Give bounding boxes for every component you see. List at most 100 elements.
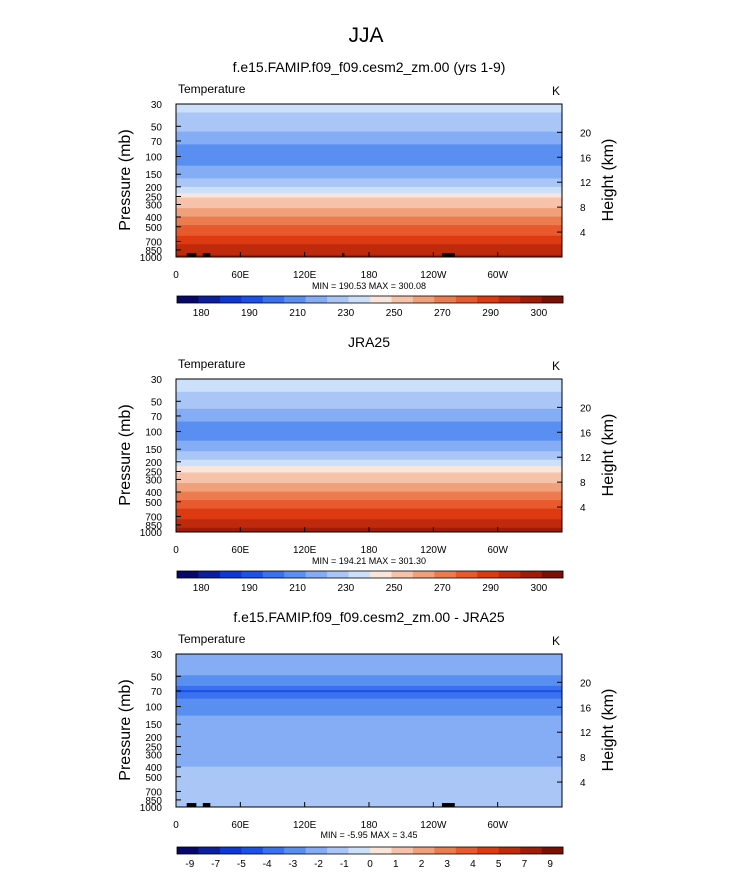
height-tick-label: 12	[580, 728, 592, 739]
height-tick-label: 16	[580, 153, 592, 164]
field-band	[176, 246, 562, 250]
field-band	[176, 730, 562, 734]
field-band	[176, 112, 562, 116]
panel-1-title: JRA25	[348, 334, 390, 350]
field-band	[176, 442, 562, 446]
colorbar-swatch	[391, 296, 414, 303]
field-band	[176, 502, 562, 505]
field-band	[176, 478, 562, 482]
field-band	[176, 709, 562, 712]
field-band	[176, 781, 562, 785]
field-band	[176, 717, 562, 721]
field-band	[176, 773, 562, 776]
field-band	[176, 768, 562, 772]
field-band	[176, 660, 562, 664]
colorbar-swatch	[434, 847, 457, 854]
field-band	[176, 225, 562, 228]
field-band	[176, 182, 562, 186]
panel-0-stats: MIN = 190.53 MAX = 300.08	[312, 281, 426, 291]
colorbar-label: 230	[338, 308, 355, 319]
colorbar-2: -9 -7 -5 -4 -3 -2 -1 0 1 2 3 4 5 7 9	[176, 846, 564, 870]
x-tick-label: 120E	[293, 270, 317, 281]
field-band	[176, 702, 562, 706]
x-tick-label: 120E	[293, 545, 317, 556]
field-band	[176, 476, 562, 480]
field-band	[176, 683, 562, 687]
colorbar-label: 250	[386, 583, 403, 594]
panel-2-right-axis-label: Height (km)	[600, 689, 617, 772]
field-band	[176, 690, 562, 693]
field-band	[176, 203, 562, 207]
colorbar-swatch	[412, 847, 435, 854]
field-band	[176, 118, 562, 122]
panel-2-units-label: K	[552, 634, 560, 648]
field-band	[176, 133, 562, 137]
y-tick-label: 400	[145, 763, 162, 774]
colorbar-swatch	[370, 571, 392, 578]
colorbar-label: 5	[496, 859, 502, 870]
x-tick-label: 0	[173, 545, 179, 556]
colorbar-swatch	[241, 847, 264, 854]
field-band	[176, 108, 562, 111]
y-tick-label: 850	[145, 796, 162, 807]
field-band	[176, 229, 562, 233]
panel-1-stats: MIN = 194.21 MAX = 301.30	[312, 556, 426, 566]
panel-1: JRA25 Temperature K 30507010015020025030…	[117, 334, 617, 594]
field-band	[176, 485, 562, 488]
colorbar-label: 4	[470, 859, 476, 870]
field-band	[176, 671, 562, 674]
field-band	[176, 447, 562, 450]
colorbar-label: 300	[531, 583, 548, 594]
colorbar-swatch	[520, 296, 542, 303]
field-band	[176, 724, 562, 727]
field-band	[176, 713, 562, 717]
x-tick-label: 60W	[487, 820, 508, 831]
colorbar-label: -4	[263, 859, 272, 870]
field-band	[176, 216, 562, 220]
field-band	[176, 743, 562, 746]
y-tick-label: 200	[145, 733, 162, 744]
field-band	[176, 159, 562, 162]
colorbar-swatch	[177, 571, 199, 578]
field-band	[176, 679, 562, 683]
x-tick-label: 180	[361, 270, 378, 281]
panel-2-title: f.e15.FAMIP.f09_f09.cesm2_zm.00 - JRA25	[233, 609, 505, 625]
y-tick-label: 500	[145, 498, 162, 509]
colorbar-swatch	[477, 296, 499, 303]
field-band	[176, 110, 562, 114]
field-band	[176, 385, 562, 389]
field-band	[176, 792, 562, 795]
field-band	[176, 125, 562, 128]
colorbar-label: 270	[434, 583, 451, 594]
y-tick-label: 30	[151, 375, 163, 386]
field-band	[176, 155, 562, 158]
figure-title: JJA	[348, 24, 383, 47]
colorbar-label: -3	[288, 859, 297, 870]
field-band	[176, 779, 562, 783]
field-band	[176, 658, 562, 661]
colorbar-label: 250	[386, 308, 403, 319]
y-tick-label: 100	[145, 703, 162, 714]
field-band	[176, 432, 562, 435]
field-band	[176, 785, 562, 789]
field-band	[176, 459, 562, 463]
colorbar-frame	[176, 570, 564, 579]
field-band	[176, 525, 562, 529]
colorbar-swatch	[241, 296, 264, 303]
field-band	[176, 756, 562, 759]
field-band	[176, 184, 562, 188]
height-tick-label: 20	[580, 128, 592, 139]
field-band	[176, 764, 562, 768]
field-band	[176, 493, 562, 497]
field-band	[176, 734, 562, 738]
field-band	[176, 783, 562, 787]
field-band	[176, 195, 562, 199]
colorbar-label: 230	[338, 583, 355, 594]
panel-1-units-label: K	[552, 359, 560, 373]
colorbar-swatch	[412, 296, 435, 303]
field-band	[176, 150, 562, 154]
y-tick-label: 30	[151, 100, 163, 111]
field-band	[176, 711, 562, 715]
field-band	[176, 206, 562, 209]
field-band	[176, 510, 562, 514]
